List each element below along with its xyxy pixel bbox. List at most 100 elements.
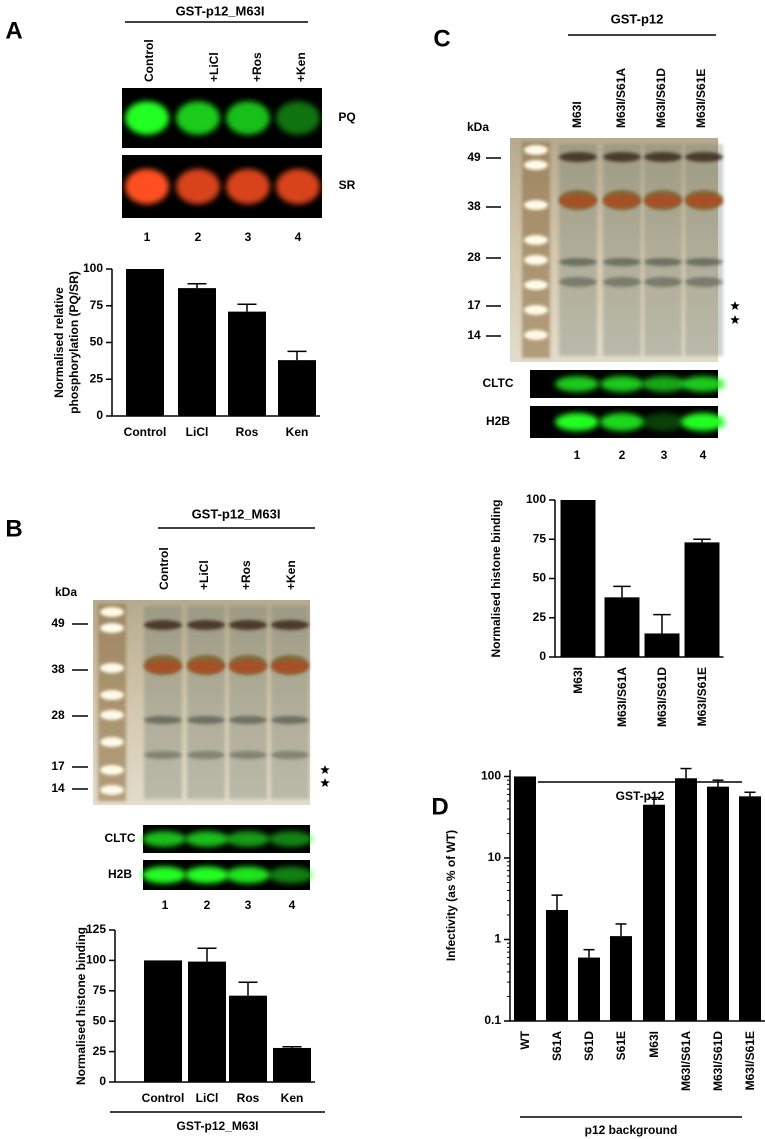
gel-marker-band [524, 200, 548, 210]
blot-band [681, 376, 725, 392]
star-icon [730, 315, 740, 324]
gel-band [685, 258, 723, 266]
bar [578, 957, 600, 1021]
gel-band [685, 152, 723, 162]
marker-label: 49 [51, 616, 65, 630]
y-tick-label: 1 [494, 932, 501, 946]
x-tick-label: LiCl [186, 425, 209, 439]
gel-lane [603, 144, 641, 356]
x-tick-label: Control [124, 425, 167, 439]
y-tick-label: 100 [83, 261, 103, 275]
blot-band [642, 376, 686, 392]
y-tick-label: 100 [526, 492, 546, 506]
bar [144, 960, 182, 1082]
bar [278, 360, 316, 416]
lane-number: 3 [661, 448, 668, 462]
gel-band [603, 277, 641, 287]
panel-letter: B [5, 515, 22, 542]
gel-band [229, 751, 267, 759]
x-axis-label: p12 background [585, 1123, 678, 1137]
gel-band [271, 620, 309, 630]
x-axis-label: GST-p12_M63I [176, 1119, 258, 1133]
y-tick-label: 50 [90, 335, 104, 349]
bar [707, 786, 729, 1021]
gel-band [187, 751, 225, 759]
x-tick-label: M63I/S61D [711, 1031, 725, 1091]
panel-letter: C [433, 25, 450, 52]
gel-marker-band [524, 255, 548, 265]
bar [229, 995, 267, 1082]
blot-band [142, 866, 186, 884]
gel-band [559, 258, 597, 266]
gel-marker-band [100, 710, 124, 720]
lane-label: +LiCl [197, 560, 211, 590]
gel-marker-band [100, 785, 124, 795]
gel-lane [144, 606, 182, 799]
y-tick-label: 75 [90, 298, 104, 312]
y-tick-label: 75 [533, 531, 547, 545]
x-tick-label: S61D [582, 1031, 596, 1061]
y-axis-label: Normalised relative [52, 287, 66, 398]
kda-label: kDa [55, 585, 77, 599]
y-tick-label: 0 [99, 1074, 106, 1088]
blot-band [176, 168, 220, 205]
blot-band [555, 413, 599, 431]
gel-marker-band [100, 607, 124, 617]
marker-label: 28 [467, 250, 481, 264]
gel-band [144, 620, 182, 630]
lane-label: +Ros [250, 52, 264, 82]
x-tick-label: Ros [236, 425, 259, 439]
gel-band [644, 152, 682, 162]
gel-marker-band [100, 663, 124, 673]
gel-marker-band [524, 145, 548, 155]
y-tick-label: 75 [93, 983, 107, 997]
blot-band [185, 831, 229, 847]
blot-band [555, 376, 599, 392]
blot-band [269, 866, 313, 884]
blot-label: CLTC [104, 831, 135, 845]
lane-label: +LiCl [207, 52, 221, 82]
x-tick-label: M63I/S61A [679, 1031, 693, 1091]
gel-band [603, 258, 641, 266]
blot-label: H2B [108, 867, 132, 881]
star-icon [730, 301, 740, 310]
x-tick-label: Ken [286, 425, 309, 439]
marker-label: 28 [51, 708, 65, 722]
blot-band [681, 413, 725, 431]
gel-band [603, 152, 641, 162]
x-tick-label: Control [142, 1091, 185, 1105]
gel-band [559, 195, 597, 207]
y-axis-label: phosphorylation (PQ/SR) [67, 271, 81, 414]
lane-label: +Ken [294, 52, 308, 82]
gel-lane [559, 144, 597, 356]
bar [684, 542, 720, 657]
blot-label: PQ [338, 110, 355, 124]
gel-lane [229, 606, 267, 799]
x-tick-label: Ken [281, 1091, 304, 1105]
gel-band [271, 751, 309, 759]
bar [644, 633, 680, 657]
x-tick-label: S61E [614, 1031, 628, 1060]
bar [604, 597, 640, 657]
gel-band [187, 620, 225, 630]
gel-marker-band [100, 765, 124, 775]
y-tick-label: 25 [90, 371, 104, 385]
x-tick-label: LiCl [196, 1091, 219, 1105]
gel-band [644, 277, 682, 287]
lane-label: M63I/S61E [694, 69, 708, 128]
gel-band [229, 716, 267, 724]
blot-label: CLTC [482, 376, 513, 390]
gel-band [559, 277, 597, 287]
x-axis-label: GST-p12 [616, 789, 665, 803]
gel-band [229, 620, 267, 630]
gel-marker-lane [522, 142, 550, 358]
y-tick-label: 0 [539, 649, 546, 663]
blot-band [269, 831, 313, 847]
x-tick-label: WT [518, 1030, 532, 1049]
gel-band [685, 277, 723, 287]
marker-label: 17 [467, 298, 481, 312]
lane-number: 4 [700, 448, 707, 462]
y-axis-label: Infectivity (as % of WT) [444, 830, 458, 961]
lane-label: Control [157, 547, 171, 590]
lane-number: 1 [144, 230, 151, 244]
